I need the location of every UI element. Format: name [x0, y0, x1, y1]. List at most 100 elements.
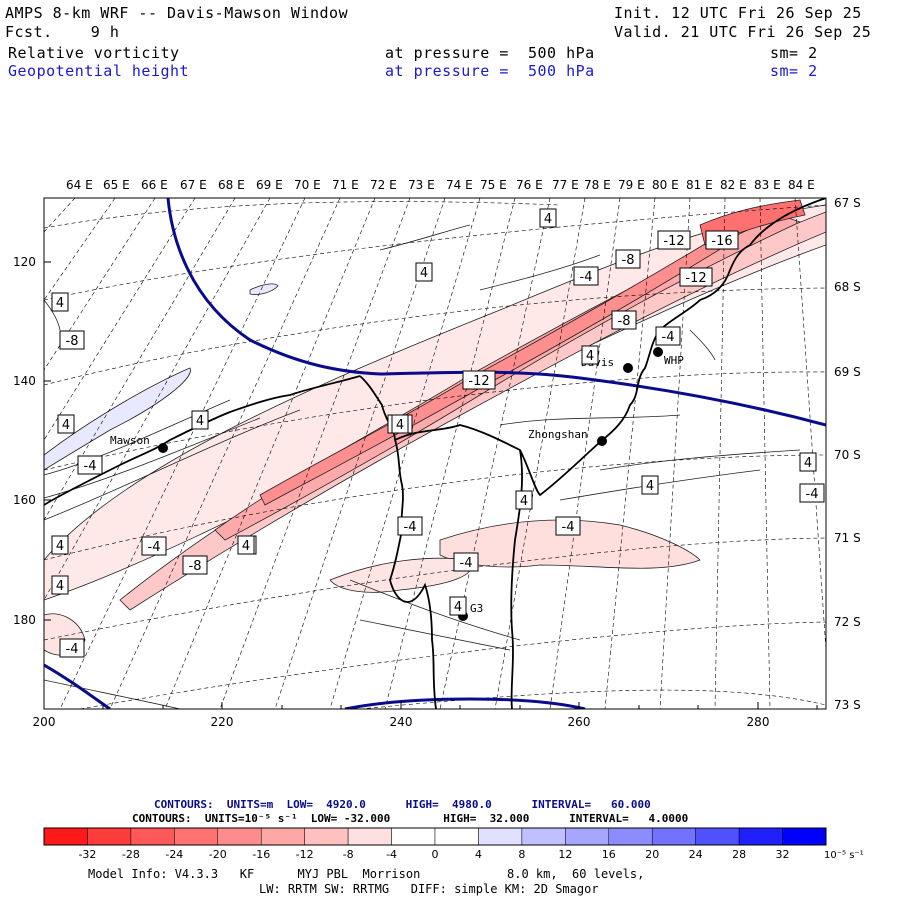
colorbar-tick-label: -28 — [122, 848, 140, 861]
contour-label: -8 — [611, 310, 637, 330]
contour-label: -12 — [462, 370, 496, 390]
colorbar-swatch — [391, 827, 436, 846]
contour-label: -8 — [59, 330, 85, 350]
colorbar-tick-label: -32 — [78, 848, 96, 861]
lon-label: 80 E — [652, 178, 679, 192]
svg-text:-4: -4 — [404, 520, 417, 535]
lon-label: 66 E — [141, 178, 168, 192]
model-info: Model Info: V4.3.3 KF MYJ PBL Morrison 8… — [88, 867, 644, 896]
colorbar-swatch — [565, 827, 610, 846]
station-zhongshan-marker — [597, 436, 607, 446]
svg-text:4: 4 — [420, 266, 428, 281]
contour-label: 4 — [799, 452, 817, 472]
svg-text:4: 4 — [396, 418, 404, 433]
colorbar-swatch — [608, 827, 653, 846]
station-davis-marker — [623, 363, 633, 373]
svg-text:4: 4 — [56, 539, 64, 554]
colorbar-swatch — [43, 827, 88, 846]
lon-label: 69 E — [256, 178, 283, 192]
lon-label: 77 E — [552, 178, 579, 192]
lon-label: 72 E — [370, 178, 397, 192]
svg-text:-16: -16 — [711, 234, 732, 249]
field2-name: Geopotential height — [8, 62, 190, 80]
colorbar-tick-label: -20 — [209, 848, 227, 861]
svg-text:-12: -12 — [685, 271, 706, 286]
colorbar-unit: 10⁻⁵ s⁻¹ — [824, 850, 864, 861]
lat-label: 68 S — [834, 280, 861, 294]
contour-label: -16 — [705, 230, 739, 250]
longitude-labels: 64 E 65 E 66 E 67 E 68 E 69 E 70 E 71 E … — [66, 178, 815, 192]
lon-label: 67 E — [180, 178, 207, 192]
contour-label: 4 — [237, 535, 255, 555]
svg-text:-8: -8 — [622, 253, 635, 268]
map-plot-area: Mawson Zhongshan Davis WHP G3 4-12-16-8-… — [44, 198, 826, 709]
svg-text:-4: -4 — [580, 270, 593, 285]
init-time: Init. 12 UTC Fri 26 Sep 25 — [614, 4, 862, 22]
colorbar-swatch — [434, 827, 479, 846]
contour-label: -12 — [657, 230, 691, 250]
colorbar-swatch — [651, 827, 696, 846]
contour-label: 4 — [51, 575, 69, 595]
station-label: G3 — [470, 602, 483, 615]
svg-text:-8: -8 — [618, 314, 631, 329]
lon-label: 74 E — [446, 178, 473, 192]
svg-text:4: 4 — [242, 539, 250, 554]
colorbar-swatch — [695, 827, 740, 846]
contour-label: 4 — [57, 414, 75, 434]
contour-label: -12 — [679, 267, 713, 287]
colorbar-tick-label: 24 — [689, 848, 703, 861]
lon-label: 84 E — [788, 178, 815, 192]
contour-label: -4 — [453, 552, 479, 572]
contour-label: -8 — [615, 249, 641, 269]
field1-name: Relative vorticity — [8, 44, 180, 62]
colorbar-swatch — [260, 827, 305, 846]
forecast-hour: Fcst. 9 h — [5, 23, 120, 41]
lat-label: 70 S — [834, 448, 861, 462]
station-label: Zhongshan — [528, 428, 588, 441]
colorbar-swatch — [478, 827, 523, 846]
contour-label: -4 — [397, 516, 423, 536]
colorbar-swatch — [87, 827, 132, 846]
svg-text:4: 4 — [804, 456, 812, 471]
svg-text:-4: -4 — [460, 556, 473, 571]
svg-text:4: 4 — [520, 494, 528, 509]
lat-label: 73 S — [834, 698, 861, 712]
geopotential-height-contours — [44, 198, 826, 709]
station-mawson-marker — [158, 443, 168, 453]
colorbar-tick-label: 32 — [776, 848, 790, 861]
vorticity-shading — [44, 199, 826, 709]
svg-text:-4: -4 — [84, 459, 97, 474]
colorbar-tick-label: -24 — [165, 848, 183, 861]
contour-label: -4 — [555, 516, 581, 536]
model-info-line1: Model Info: V4.3.3 KF MYJ PBL Morrison 8… — [88, 867, 644, 881]
x-tick-label: 280 — [747, 715, 770, 729]
lat-label: 67 S — [834, 196, 861, 210]
lon-label: 70 E — [294, 178, 321, 192]
colorbar-tick-label: 28 — [732, 848, 746, 861]
x-tick-label: 260 — [568, 715, 591, 729]
svg-text:4: 4 — [56, 579, 64, 594]
contour-label: 4 — [391, 414, 409, 434]
contour-label: -4 — [655, 326, 681, 346]
field2-smoothing: sm= 2 — [770, 62, 818, 80]
lat-label: 69 S — [834, 365, 861, 379]
contour-label: -4 — [141, 536, 167, 556]
contour-label: 4 — [51, 292, 69, 312]
colorbar-swatch — [304, 827, 349, 846]
contour-label: 4 — [539, 208, 557, 228]
contour-label: -4 — [77, 455, 103, 475]
colorbar-swatch — [217, 827, 262, 846]
colorbar-swatch — [130, 827, 175, 846]
svg-text:-8: -8 — [189, 559, 202, 574]
svg-text:-4: -4 — [806, 487, 819, 502]
contour-labels: 4 -12 -16 -8 -4 -12 -8 -4 -12 4 4 -8 4 4 -8 4 -4 4 4 4 -4 4 -4… — [51, 208, 825, 658]
lon-label: 82 E — [720, 178, 747, 192]
station-label: WHP — [664, 354, 684, 367]
contour-label: 4 — [515, 490, 533, 510]
colorbar-tick-label: 0 — [432, 848, 439, 861]
height-contour-legend: CONTOURS: UNITS=m LOW= 4920.0 HIGH= 4980… — [154, 798, 651, 811]
svg-text:-4: -4 — [66, 642, 79, 657]
axis-ticks — [43, 261, 818, 709]
contour-label: -4 — [799, 483, 825, 503]
